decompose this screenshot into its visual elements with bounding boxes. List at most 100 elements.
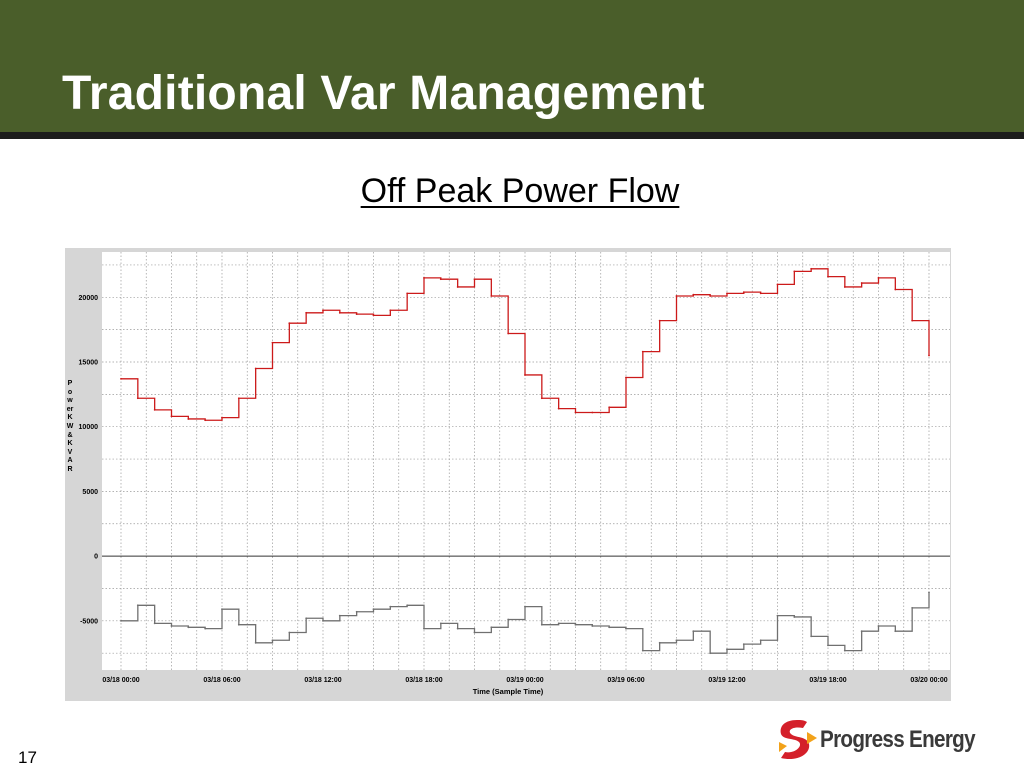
data-point-kw: [675, 295, 678, 297]
data-point-kvar: [170, 625, 173, 627]
data-point-kvar: [305, 617, 308, 620]
data-point-kw: [843, 286, 846, 288]
data-point-kvar: [120, 619, 122, 622]
data-point-kw: [911, 319, 914, 322]
data-point-kvar: [423, 627, 425, 630]
y-axis-title: Power KW & KVAR: [66, 380, 74, 473]
data-point-kw: [894, 288, 897, 291]
data-point-kvar: [507, 618, 510, 621]
data-point-kw: [641, 350, 644, 353]
data-point-kvar: [608, 626, 611, 629]
data-point-kw: [456, 286, 459, 288]
data-point-kvar: [557, 622, 560, 625]
data-point-kw: [153, 408, 156, 411]
data-point-kvar: [221, 608, 223, 611]
data-point-kw: [221, 416, 223, 419]
data-point-kw: [389, 309, 392, 312]
y-tick-label: -5000: [80, 618, 98, 625]
data-point-kw: [355, 313, 358, 316]
x-tick-label: 03/19 00:00: [506, 677, 543, 684]
y-tick-label: 10000: [79, 424, 99, 431]
data-point-kvar: [675, 639, 678, 642]
data-point-kw: [692, 293, 695, 296]
data-point-kvar: [928, 591, 930, 594]
data-point-kvar: [439, 622, 442, 625]
data-point-kw: [271, 341, 274, 344]
y-tick-label: 15000: [79, 360, 99, 367]
data-point-kw: [305, 311, 308, 314]
data-point-kw: [928, 354, 930, 357]
data-point-kvar: [187, 626, 190, 629]
data-point-kw: [439, 278, 442, 281]
data-point-kvar: [271, 639, 274, 642]
data-point-kw: [540, 397, 543, 400]
data-point-kvar: [843, 649, 846, 652]
data-point-kw: [237, 397, 240, 400]
data-point-kvar: [254, 641, 257, 644]
data-point-kvar: [877, 625, 880, 627]
data-point-kw: [827, 275, 829, 278]
data-point-kw: [136, 397, 139, 400]
page-number: 17: [18, 748, 37, 767]
data-point-kw: [372, 314, 375, 317]
data-point-kvar: [776, 614, 779, 617]
series-line-kw: [121, 268, 930, 421]
x-tick-label: 03/20 00:00: [910, 677, 947, 684]
data-point-kw: [574, 411, 577, 414]
power-flow-chart: 20000 15000 10000 5000 0 -5000 03/18 00:00 03/1…: [79, 252, 950, 684]
logo-text: Progress Energy: [820, 726, 976, 753]
data-point-kw: [423, 276, 425, 279]
data-point-kvar: [810, 635, 813, 638]
data-point-kvar: [827, 644, 829, 647]
data-point-kvar: [911, 606, 914, 609]
data-point-kw: [810, 267, 813, 270]
data-point-kw: [877, 276, 880, 279]
data-point-kvar: [894, 630, 897, 633]
data-point-kvar: [658, 641, 661, 644]
x-tick-label: 03/19 18:00: [809, 677, 846, 684]
data-point-kvar: [355, 610, 358, 613]
data-point-kw: [524, 374, 526, 376]
data-point-kvar: [591, 625, 594, 627]
data-point-kw: [406, 292, 409, 295]
data-point-kw: [608, 406, 611, 409]
x-axis-title: Time (Sample Time): [472, 687, 544, 696]
x-tick-label: 03/18 18:00: [405, 677, 442, 684]
data-point-kvar: [759, 639, 762, 642]
data-point-kvar: [726, 648, 728, 651]
data-point-kvar: [574, 623, 577, 626]
data-point-kw: [860, 282, 863, 284]
data-point-kvar: [709, 652, 712, 655]
data-point-kw: [591, 411, 594, 414]
data-point-kw: [120, 377, 122, 380]
chart-title: Off Peak Power Flow: [360, 172, 680, 210]
data-point-kw: [322, 309, 324, 312]
chart-frame: 20000 15000 10000 5000 0 -5000 03/18 00:00 03/1…: [65, 248, 951, 701]
y-tick-label: 0: [94, 554, 98, 561]
data-point-kw: [473, 278, 476, 281]
data-point-kvar: [540, 623, 543, 626]
x-tick-label: 03/18 00:00: [102, 677, 139, 684]
data-point-kvar: [524, 605, 526, 608]
data-point-kw: [507, 332, 510, 335]
data-point-kvar: [860, 630, 863, 633]
data-point-kw: [187, 418, 190, 420]
data-point-kvar: [490, 626, 493, 629]
data-point-kw: [557, 407, 560, 410]
data-point-kvar: [406, 604, 409, 607]
x-tick-label: 03/19 06:00: [607, 677, 644, 684]
data-point-kvar: [136, 604, 139, 607]
data-point-kw: [658, 319, 661, 322]
data-point-kw: [625, 376, 627, 379]
data-point-kvar: [692, 630, 695, 633]
data-point-kw: [204, 419, 207, 422]
data-point-kvar: [322, 619, 324, 622]
data-point-kvar: [742, 643, 745, 646]
data-point-kw: [776, 283, 779, 286]
title-banner: [0, 0, 1024, 132]
data-point-kw: [759, 292, 762, 295]
data-point-kvar: [204, 627, 207, 630]
data-point-kw: [288, 322, 291, 325]
data-point-kw: [742, 291, 745, 294]
data-point-kvar: [372, 608, 375, 611]
